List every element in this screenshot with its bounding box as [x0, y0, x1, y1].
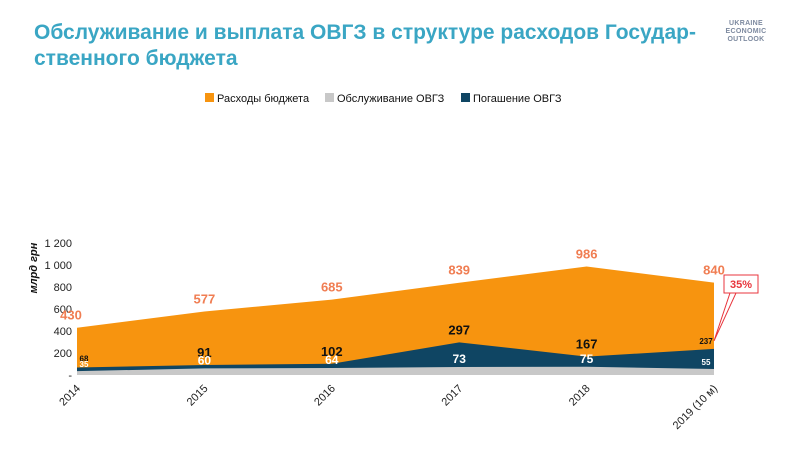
- y-tick-label: 200: [54, 348, 72, 360]
- brand-line: ECONOMIC: [725, 28, 767, 35]
- service-value-label: 64: [325, 353, 339, 367]
- brand-line: UKRAINE: [729, 20, 763, 27]
- repayment-value-label: 297: [448, 322, 470, 337]
- service-value-label: 60: [198, 353, 212, 367]
- repayment-value-label: 237: [699, 337, 713, 346]
- budget-value-label: 685: [321, 280, 343, 295]
- callout-text: 35%: [730, 279, 752, 291]
- callout-box: [723, 274, 759, 294]
- x-tick-label: 2015: [185, 383, 211, 409]
- chart-areas: [77, 266, 714, 375]
- y-tick-label: 1 200: [44, 238, 72, 250]
- budget-value-label: 840: [703, 263, 725, 278]
- brand-line: OUTLOOK: [727, 36, 765, 43]
- legend-swatch-budget: [205, 93, 214, 102]
- budget-area: [77, 266, 714, 375]
- chart-title: Обслуживание и выплата ОВГЗ в структуре …: [34, 21, 697, 70]
- legend-swatch-repayment: [461, 93, 470, 102]
- legend-swatch-service: [325, 93, 334, 102]
- y-tick-label: 400: [54, 326, 72, 338]
- budget-value-label: 430: [60, 308, 82, 323]
- y-tick-label: 600: [54, 304, 72, 316]
- repayment-value-label: 68: [80, 355, 89, 364]
- budget-value-label: 839: [448, 263, 470, 278]
- y-tick-label: 1 000: [44, 260, 72, 272]
- repayment-value-label: 102: [321, 344, 343, 359]
- legend-label-repayment: Погашение ОВГЗ: [473, 93, 562, 105]
- legend-label-service: Обслуживание ОВГЗ: [337, 93, 445, 105]
- callout-pointer: [713, 292, 737, 342]
- y-tick-label: -: [68, 370, 72, 382]
- x-tick-label: 2014: [57, 383, 83, 409]
- x-tick-label: 2019 (10 м): [671, 383, 720, 432]
- data-labels: 430 577 685 839 986 840 68 91 102 297 167 237 35 60 64…: [60, 247, 759, 369]
- service-value-label: 55: [702, 358, 711, 367]
- x-tick-label: 2018: [567, 383, 593, 409]
- repayment-value-label: 91: [197, 345, 211, 360]
- brand-logo: UKRAINE ECONOMIC OUTLOOK: [718, 20, 774, 44]
- x-tick-label: 2017: [440, 383, 466, 409]
- legend-label-budget: Расходы бюджета: [217, 93, 310, 105]
- service-value-label: 75: [580, 352, 594, 366]
- service-area: [77, 366, 714, 375]
- budget-value-label: 986: [576, 247, 598, 262]
- service-value-label: 73: [453, 352, 467, 366]
- service-value-label: 35: [80, 360, 89, 369]
- legend: Расходы бюджета Обслуживание ОВГЗ Погашени…: [205, 93, 562, 105]
- budget-value-label: 577: [194, 292, 216, 307]
- x-tick-label: 2016: [312, 383, 338, 409]
- y-axis-label: млрд грн: [28, 242, 40, 293]
- repayment-value-label: 167: [576, 337, 598, 352]
- y-tick-label: 800: [54, 282, 72, 294]
